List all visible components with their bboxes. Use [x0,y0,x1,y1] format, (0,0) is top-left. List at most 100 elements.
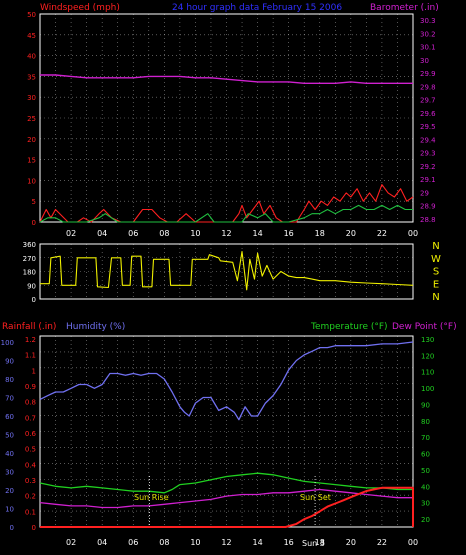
humidity-tick-label: 90 [5,358,14,366]
temperature-tick-label: 100 [421,385,434,393]
windspeed-tick-label: 10 [27,177,36,185]
wind-panel-x-tick-label: 10 [190,229,200,238]
barometer-tick-label: 28.8 [420,216,436,224]
rainfall-axis-label: Rainfall (.in) [2,322,56,332]
barometer-tick-label: 30.2 [420,30,436,38]
temperature-axis-label: Temperature (°F) [310,322,388,332]
barometer-tick-label: 29.5 [420,123,436,131]
temperature-line [39,472,413,494]
windspeed-tick-label: 30 [27,94,36,102]
barometer-tick-label: 29.3 [420,150,436,158]
temperature-tick-label: 90 [421,401,430,409]
direction-tick-label: 0 [32,296,36,304]
climate-panel-x-tick-label: 18 [315,538,325,547]
rainfall-tick-label: 1.1 [25,352,36,360]
temperature-tick-label: 70 [421,434,430,442]
wind-panel-x-tick-label: 00 [408,229,418,238]
temperature-tick-label: 80 [421,418,430,426]
wind-panel-x-tick-label: 22 [377,229,387,238]
temperature-tick-label: 50 [421,467,430,475]
humidity-tick-label: 60 [5,413,14,421]
climate-panel-x-tick-label: 14 [252,538,262,547]
humidity-tick-label: 20 [5,487,14,495]
climate-panel-x-tick-label: 06 [128,538,138,547]
direction-tick-label: 180 [23,269,36,277]
sun-bottom-label: Sun 3 [302,539,325,548]
humidity-tick-label: 30 [5,469,14,477]
windspeed-tick-label: 0 [32,219,36,227]
barometer-line [40,74,413,85]
wind_gust-line [39,184,414,223]
rainfall-tick-label: 0.4 [25,461,37,469]
humidity-tick-label: 10 [5,506,14,514]
temperature-tick-label: 20 [421,516,430,524]
rainfall-tick-label: 0.6 [25,430,37,438]
compass-tick-label: N [432,241,439,252]
barometer-tick-label: 29.9 [420,70,436,78]
windspeed-tick-label: 45 [27,32,36,40]
temperature-tick-label: 130 [421,336,434,344]
rainfall-tick-label: 1 [32,367,36,375]
compass-tick-label: S [433,267,439,278]
barometer-tick-label: 29.8 [420,83,436,91]
wind-panel-x-tick-label: 20 [346,229,356,238]
climate-panel-x-tick-label: 12 [221,538,231,547]
rainfall-tick-label: 1.2 [25,336,36,344]
humidity-tick-label: 0 [10,524,14,532]
wind_speed-line [39,204,413,223]
barometer-axis-label: Barometer (.in) [370,3,439,13]
climate-panel-x-tick-label: 04 [97,538,107,547]
sunrise-label: Sun Rise [134,493,169,502]
barometer-tick-label: 29.6 [420,110,436,118]
barometer-tick-label: 30.1 [420,44,436,52]
barometer-tick-label: 29.7 [420,97,436,105]
climate-panel-x-tick-label: 20 [346,538,356,547]
rainfall-line [40,486,414,528]
direction-tick-label: 360 [23,241,36,249]
rainfall-tick-label: 0.9 [25,383,36,391]
climate-panel-x-tick-label: 02 [66,538,76,547]
climate-panel-x-tick-label: 10 [190,538,200,547]
windspeed-tick-label: 15 [27,157,36,165]
wind-panel-x-tick-label: 08 [159,229,169,238]
windspeed-tick-label: 5 [32,198,36,206]
rainfall-tick-label: 0.1 [25,508,36,516]
wind-panel-x-tick-label: 12 [221,229,231,238]
wind-panel-x-tick-label: 18 [315,229,325,238]
dewpoint-axis-label: Dew Point (°F) [392,322,457,332]
barometer-tick-label: 29.1 [420,176,436,184]
temperature-tick-label: 60 [421,451,430,459]
direction-tick-label: 90 [27,282,36,290]
rainfall-tick-label: 0.3 [25,477,36,485]
rainfall-tick-label: 0 [32,524,36,532]
humidity-tick-label: 80 [5,376,14,384]
wind-panel-x-tick-label: 16 [284,229,294,238]
humidity-tick-label: 50 [5,432,14,440]
compass-tick-label: W [431,254,441,265]
barometer-tick-label: 28.9 [420,203,436,211]
climate-panel-x-tick-label: 08 [159,538,169,547]
temperature-tick-label: 110 [421,369,434,377]
barometer-tick-label: 30 [420,57,429,65]
barometer-tick-label: 29.4 [420,136,436,144]
compass-tick-label: N [432,292,439,303]
rainfall-tick-label: 0.7 [25,414,36,422]
direction-tick-label: 270 [23,255,36,263]
wind-panel-x-tick-label: 02 [66,229,76,238]
chart-marks: 5045403530252015105030.330.230.13029.929… [1,11,441,547]
rainfall-tick-label: 0.5 [25,446,36,454]
wind-panel-x-tick-label: 04 [97,229,107,238]
dew_point-line [39,488,413,509]
rainfall-tick-label: 0.8 [25,399,36,407]
humidity-axis-label: Humidity (%) [66,322,125,332]
humidity-line [39,341,414,421]
climate-panel-x-tick-label: 22 [377,538,387,547]
windspeed-tick-label: 20 [27,136,36,144]
windspeed-tick-label: 25 [27,115,36,123]
wind-panel-x-tick-label: 06 [128,229,138,238]
humidity-tick-label: 70 [5,395,14,403]
barometer-tick-label: 29 [420,189,429,197]
temperature-tick-label: 120 [421,352,434,360]
humidity-tick-label: 40 [5,450,14,458]
